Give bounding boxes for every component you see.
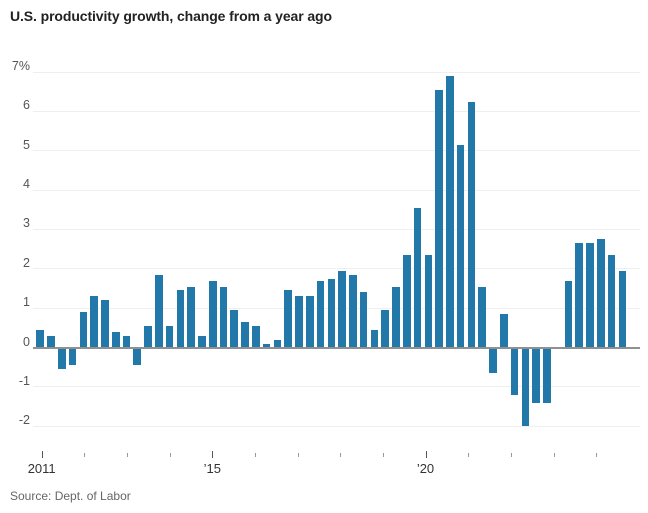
bar-2023-Q2 [564,280,573,348]
y-gridline [33,110,640,112]
source-note: Source: Dept. of Labor [10,489,131,503]
bar-2014-Q4 [198,335,206,348]
x-axis-label-2011: 2011 [27,461,56,476]
y-axis-tick-label: 1 [23,295,30,310]
bar-2022-Q4 [543,347,551,403]
bar-2015-Q1 [208,280,217,348]
bar-2012-Q4 [111,331,120,348]
bar-2013-Q2 [133,347,142,366]
bar-2013-Q3 [144,325,152,348]
x-axis-tick-2012 [84,452,86,457]
y-axis-tick-label: 5 [23,137,30,152]
x-axis-tick-2020 [425,451,427,458]
bar-2016-Q3 [273,339,282,348]
bar-2011-Q4 [68,347,77,366]
x-axis-tick-2017 [297,452,299,457]
bar-2024-Q3 [618,270,627,348]
bar-2011-Q2 [47,335,55,348]
y-axis-tick-label: 4 [23,177,30,192]
bar-2021-Q4 [499,314,508,348]
x-axis-tick-2013 [127,452,128,457]
bar-2011-Q1 [36,329,45,348]
bar-2020-Q1 [424,255,433,348]
x-axis-tick-2019 [382,452,384,457]
bar-2014-Q1 [165,325,174,348]
bar-2014-Q2 [176,290,185,348]
x-axis-tick-2021 [468,452,470,457]
x-axis-tick-2023 [553,452,555,457]
y-axis-tick-label: 3 [23,216,30,231]
x-axis-tick-2011 [41,451,43,458]
bar-2020-Q2 [435,89,443,348]
bar-2023-Q4 [586,243,594,348]
y-gridline [33,307,640,309]
y-gridline [33,268,640,270]
bar-2015-Q4 [241,321,249,348]
x-axis-tick-2014 [169,452,171,457]
bar-2022-Q1 [510,347,519,395]
bar-2012-Q1 [79,312,88,348]
bar-2019-Q2 [392,286,400,348]
y-axis-tick-label: 6 [23,98,30,113]
chart-title: U.S. productivity growth, change from a … [10,8,332,24]
bar-2021-Q3 [489,347,497,374]
y-gridline [33,71,640,73]
bar-2020-Q4 [456,144,465,348]
bar-2017-Q2 [305,296,314,348]
bar-2017-Q3 [316,280,325,348]
bar-2016-Q4 [284,290,292,348]
y-gridline [33,189,640,191]
y-gridline [33,228,640,230]
bar-2017-Q1 [295,296,303,348]
x-axis-tick-2018 [340,452,342,457]
bar-2019-Q3 [402,255,411,348]
bar-2024-Q1 [597,239,605,348]
bar-2022-Q3 [532,347,540,403]
bar-2021-Q1 [467,101,476,348]
y-gridline [33,386,640,388]
bar-2018-Q1 [338,270,346,348]
x-axis-tick-2015 [212,451,214,458]
bar-2012-Q2 [90,296,98,348]
y-axis-tick-label: -2 [18,413,30,428]
bar-2014-Q3 [187,286,195,348]
bar-2023-Q3 [575,243,584,348]
bar-2020-Q3 [446,76,454,348]
bar-2011-Q3 [58,347,66,370]
x-axis-tick-2022 [510,452,512,457]
y-axis-tick-label: 7% [11,59,30,74]
zero-baseline [33,346,640,349]
bar-2022-Q2 [521,347,530,427]
y-axis-tick-label: -1 [18,373,30,388]
x-axis-label-2015: ’15 [203,461,221,476]
bar-2018-Q4 [370,329,379,348]
bar-2018-Q2 [349,274,357,348]
bar-2024-Q2 [607,255,616,348]
bar-2015-Q2 [219,286,228,348]
x-axis-tick-2024 [596,452,598,457]
x-axis-label-2020: ’20 [416,461,435,476]
bar-2019-Q1 [381,310,390,348]
bar-2015-Q3 [230,310,239,348]
bar-2012-Q3 [101,300,109,348]
bar-2019-Q4 [413,207,422,348]
bar-2013-Q4 [155,274,163,348]
bar-2017-Q4 [327,278,336,348]
bar-2016-Q1 [252,325,260,348]
bar-2013-Q1 [122,335,131,348]
bar-2016-Q2 [262,343,271,348]
y-gridline [33,150,640,152]
bar-2018-Q3 [359,292,368,348]
y-axis-tick-label: 0 [23,334,30,349]
x-axis-tick-2016 [254,452,256,457]
y-axis-tick-label: 2 [23,255,30,270]
y-gridline [33,425,640,427]
bar-2021-Q2 [478,286,487,348]
